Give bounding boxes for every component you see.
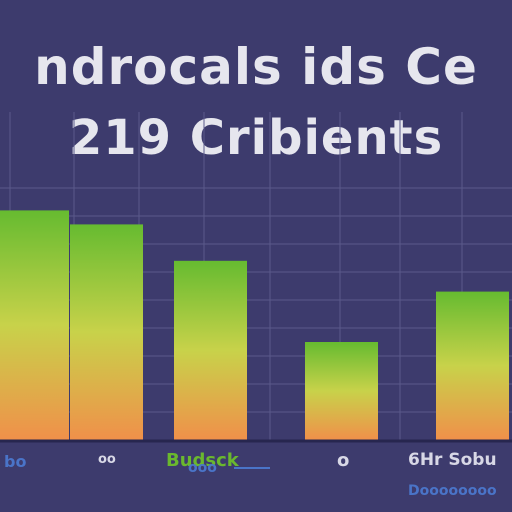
sub-label-2: Doooooooo	[408, 483, 497, 499]
sub-label-underline	[234, 467, 270, 469]
bar-4	[305, 342, 378, 440]
chart-bars	[0, 210, 509, 440]
chart-title: ndrocals ids Ce 219 Cribients	[0, 0, 512, 170]
bar-5	[436, 291, 509, 440]
category-label-1: bo	[4, 452, 27, 471]
bar-1	[0, 210, 69, 440]
category-label-5: 6Hr Sobu	[408, 450, 497, 470]
chart-title-line-1: ndrocals ids Ce	[34, 38, 478, 96]
bar-3	[174, 260, 247, 440]
category-label-4: o	[337, 450, 350, 471]
category-label-2: oo	[98, 452, 116, 467]
sub-label-1: ooo	[188, 460, 217, 476]
bar-2	[70, 224, 143, 440]
category-label-3: Budsck	[166, 450, 239, 471]
chart-title-line-2: 219 Cribients	[68, 110, 444, 166]
